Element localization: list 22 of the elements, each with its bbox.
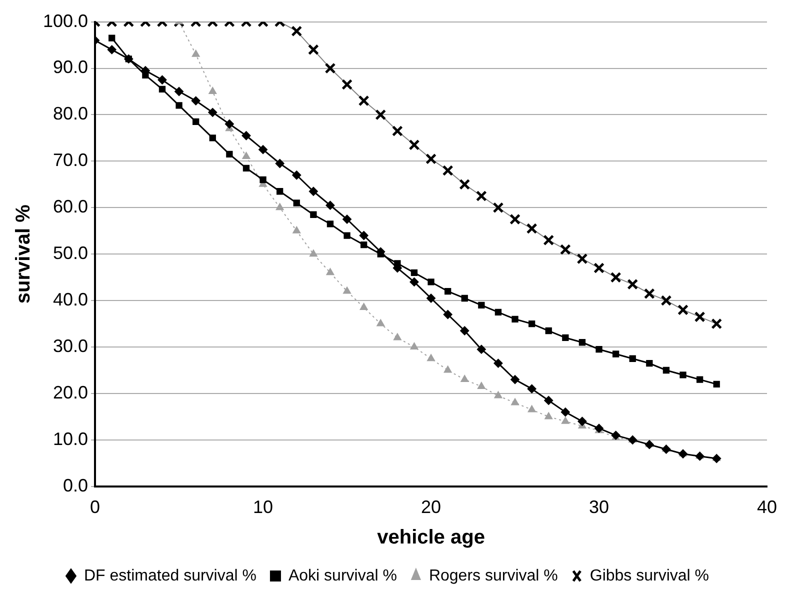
y-tick-label: 10.0 — [52, 428, 88, 449]
y-tick-label: 20.0 — [52, 382, 88, 402]
y-tick-label: 100.0 — [42, 10, 88, 31]
y-tick-label: 70.0 — [52, 150, 88, 170]
legend-label: Rogers survival % — [428, 567, 558, 584]
y-tick-label: 30.0 — [52, 336, 88, 356]
x-tick-label: 10 — [253, 497, 274, 518]
x-axis-title: vehicle age — [377, 526, 485, 549]
x-tick-label: 0 — [90, 497, 100, 518]
y-tick-label: 60.0 — [52, 196, 88, 217]
x-tick-label: 40 — [756, 497, 778, 518]
x-tick-label: 30 — [588, 497, 610, 518]
legend-label: DF estimated survival % — [84, 567, 256, 584]
y-tick-label: 0.0 — [63, 475, 88, 496]
y-tick-label: 40.0 — [52, 290, 88, 310]
x-tick-label: 20 — [421, 497, 442, 518]
legend-label: Gibbs survival % — [590, 567, 710, 584]
y-tick-label: 90.0 — [52, 57, 88, 78]
legend-label: Aoki survival % — [288, 567, 397, 584]
y-axis-title: survival % — [12, 204, 35, 304]
y-tick-label: 80.0 — [52, 104, 88, 124]
y-tick-label: 50.0 — [52, 243, 88, 264]
